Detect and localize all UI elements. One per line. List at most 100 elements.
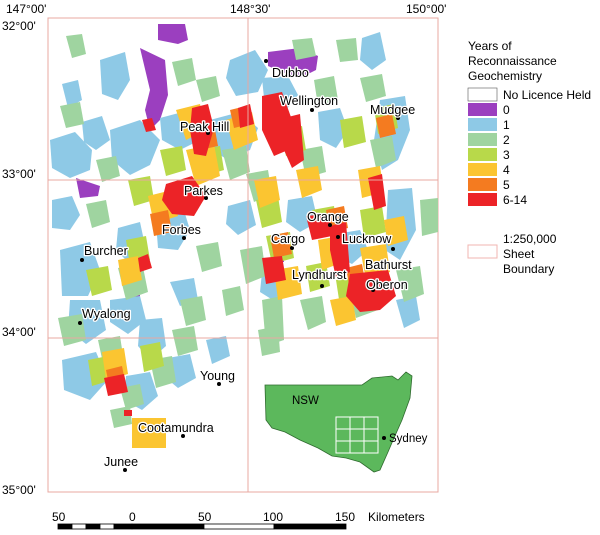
town-label: Peak Hill [180, 120, 229, 134]
town-dot [123, 468, 127, 472]
sheet-boundary-label-3: Boundary [503, 262, 554, 276]
lat-label-34: 34°00' [2, 325, 36, 339]
legend-item: 6-14 [468, 193, 527, 207]
town-label: Cootamundra [138, 421, 214, 435]
inset-nsw-label: NSW [292, 395, 319, 407]
scale-bar: 50 0 50 100 150 Kilometers [52, 510, 425, 530]
legend-label: 4 [503, 163, 510, 177]
town-wyalong: Wyalong [78, 306, 132, 325]
lon-label-147: 147°00' [6, 2, 46, 16]
town-label: Oberon [366, 278, 408, 292]
legend-swatch [468, 133, 497, 146]
licence-patches [50, 24, 438, 448]
town-dot [80, 258, 84, 262]
towns: Dubbo Wellington Mudgee Peak Hill Parkes… [78, 59, 417, 472]
legend-title-line-2: Reconnaissance [468, 54, 557, 68]
town-label: Young [200, 369, 235, 383]
legend-swatch [468, 118, 497, 131]
town-dot [290, 246, 294, 250]
legend-item: 1 [468, 118, 510, 132]
town-young: Young [199, 368, 236, 386]
town-label: Forbes [162, 223, 201, 237]
lat-label-32: 32°00' [2, 19, 36, 33]
sheet-boundary-swatch [467, 244, 498, 259]
scale-tick-label: 100 [263, 510, 283, 524]
latitude-labels: 32°00' 33°00' 34°00' 35°00' [2, 19, 36, 497]
town-junee: Junee [103, 454, 139, 472]
town-label: Wyalong [82, 307, 131, 321]
lon-label-150: 150°00' [406, 2, 446, 16]
town-peak-hill: Peak Hill [179, 119, 231, 136]
town-label: Lyndhurst [292, 268, 347, 282]
town-dot [264, 59, 268, 63]
town-dot [181, 434, 185, 438]
town-label: Bathurst [365, 258, 412, 272]
town-label: Wellington [280, 94, 338, 108]
town-dot [182, 236, 186, 240]
town-dot [320, 284, 324, 288]
town-label: Mudgee [370, 103, 415, 117]
legend-item: 0 [468, 103, 510, 117]
lon-label-148-30: 148°30' [230, 2, 270, 16]
scale-tick-label: 150 [335, 510, 355, 524]
town-dot [391, 247, 395, 251]
legend-swatch [468, 193, 497, 206]
inset-study-grid [335, 416, 379, 454]
legend-item: 3 [468, 148, 510, 162]
town-dot [336, 235, 340, 239]
legend-label: No Licence Held [503, 88, 591, 102]
scale-bar-segments [57, 523, 347, 530]
town-dot [78, 321, 82, 325]
town-bathurst: Bathurst [364, 247, 413, 273]
inset-sydney-dot [382, 436, 386, 440]
sheet-boundary-label-2: Sheet [503, 247, 535, 261]
town-label: Junee [104, 455, 138, 469]
town-burcher: Burcher [80, 243, 129, 262]
inset-sydney-label: Sydney [389, 433, 428, 445]
town-cargo: Cargo [270, 231, 306, 250]
town-orange: Orange [306, 209, 350, 227]
town-parkes: Parkes [183, 183, 224, 200]
town-oberon: Oberon [365, 277, 409, 294]
town-dot [204, 196, 208, 200]
town-dot [371, 288, 375, 292]
town-dot [206, 131, 210, 135]
nsw-shape [264, 371, 413, 473]
town-label: Orange [307, 210, 349, 224]
longitude-labels: 147°00' 148°30' 150°00' [6, 2, 446, 16]
legend-swatch [468, 103, 497, 116]
scale-unit-label: Kilometers [368, 510, 425, 524]
legend-sheet-boundary: 1:250,000 Sheet Boundary [467, 232, 557, 276]
legend-label: 2 [503, 133, 510, 147]
legend-label: 6-14 [503, 193, 527, 207]
scale-tick-label: 50 [198, 510, 212, 524]
legend-label: 5 [503, 178, 510, 192]
legend-item: No Licence Held [467, 87, 591, 102]
town-lyndhurst: Lyndhurst [291, 267, 348, 288]
legend-swatch [468, 163, 497, 176]
sheet-boundaries [48, 18, 438, 492]
town-dubbo: Dubbo [264, 59, 310, 81]
town-label: Cargo [271, 232, 305, 246]
legend: Years of Reconnaissance Geochemistry No … [467, 39, 591, 276]
legend-label: 3 [503, 148, 510, 162]
town-label: Parkes [184, 184, 223, 198]
town-label: Lucknow [342, 232, 392, 246]
legend-title-line-1: Years of [468, 39, 512, 53]
lat-label-35: 35°00' [2, 483, 36, 497]
town-dot [328, 223, 332, 227]
town-wellington: Wellington [279, 93, 339, 112]
legend-item: 2 [468, 133, 510, 147]
town-dot [217, 382, 221, 386]
town-label: Burcher [84, 244, 128, 258]
legend-swatch [468, 148, 497, 161]
town-dot [396, 116, 400, 120]
town-mudgee: Mudgee [369, 102, 417, 120]
legend-item: 5 [468, 178, 510, 192]
legend-item: 4 [468, 163, 510, 177]
legend-label: 1 [503, 118, 510, 132]
scale-tick-label: 50 [52, 510, 66, 524]
legend-swatch [468, 178, 497, 191]
town-label: Dubbo [272, 66, 309, 80]
